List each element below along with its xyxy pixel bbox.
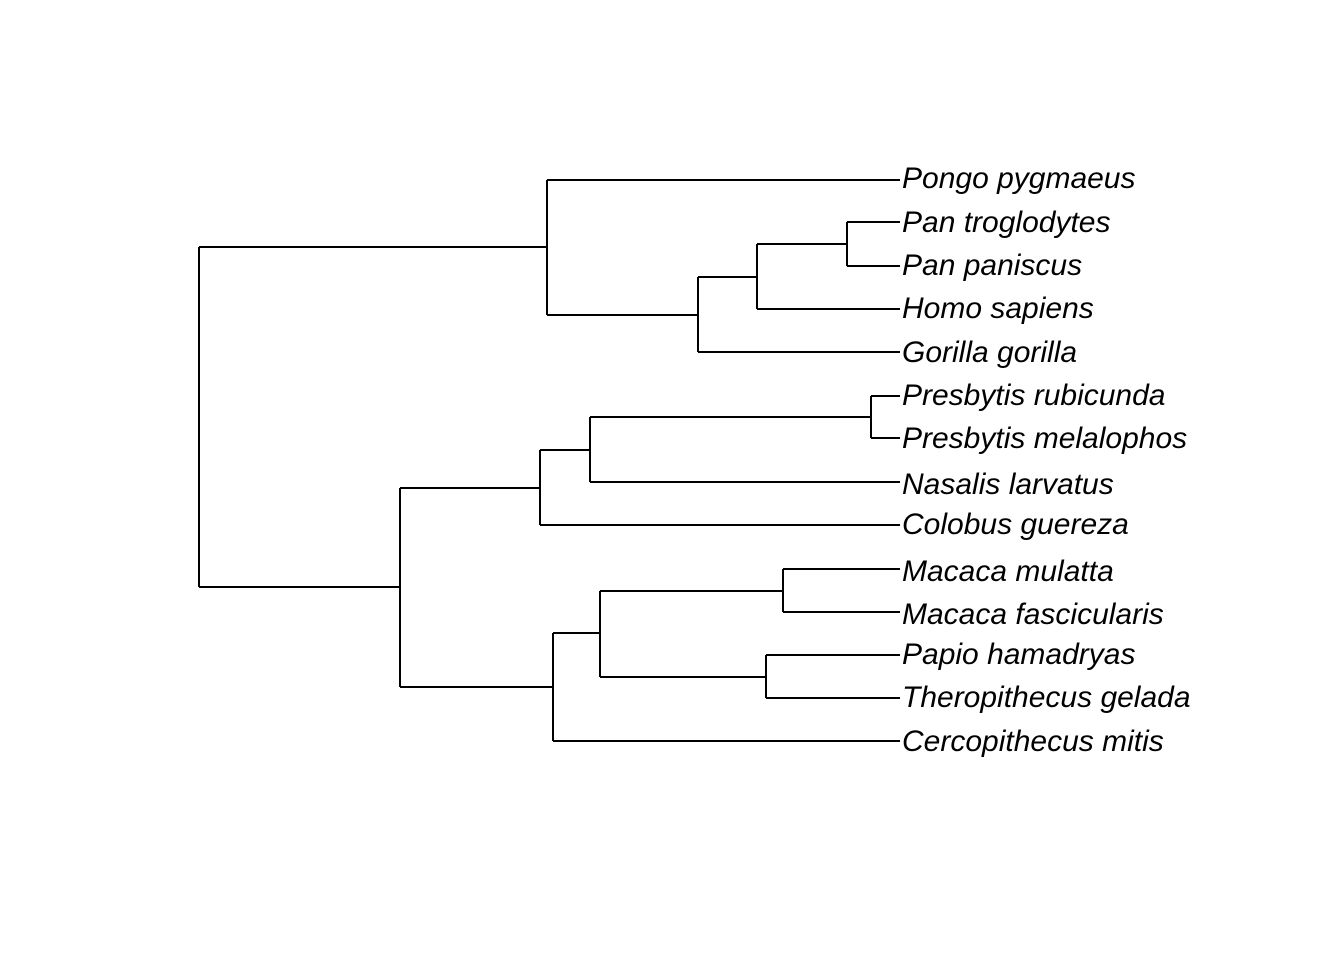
tip-label-pan-paniscus: Pan paniscus	[902, 249, 1082, 282]
tip-label-pongo-pygmaeus: Pongo pygmaeus	[902, 162, 1136, 195]
tip-label-pan-troglodytes: Pan troglodytes	[902, 206, 1110, 239]
tip-labels: Pongo pygmaeus Pan troglodytes Pan panis…	[902, 162, 1191, 758]
tip-label-colobus-guereza: Colobus guereza	[902, 508, 1129, 541]
tip-label-macaca-fascicularis: Macaca fascicularis	[902, 598, 1164, 631]
tip-label-cercopithecus-mitis: Cercopithecus mitis	[902, 725, 1164, 758]
tip-label-nasalis-larvatus: Nasalis larvatus	[902, 468, 1114, 501]
tip-label-presbytis-melalophos: Presbytis melalophos	[902, 422, 1187, 455]
tip-label-macaca-mulatta: Macaca mulatta	[902, 555, 1114, 588]
tip-label-papio-hamadryas: Papio hamadryas	[902, 638, 1135, 671]
tip-label-theropithecus-gelada: Theropithecus gelada	[902, 681, 1191, 714]
tree-branches	[198, 179, 900, 742]
tip-label-gorilla-gorilla: Gorilla gorilla	[902, 336, 1077, 369]
tip-label-presbytis-rubicunda: Presbytis rubicunda	[902, 379, 1165, 412]
tip-label-homo-sapiens: Homo sapiens	[902, 292, 1094, 325]
